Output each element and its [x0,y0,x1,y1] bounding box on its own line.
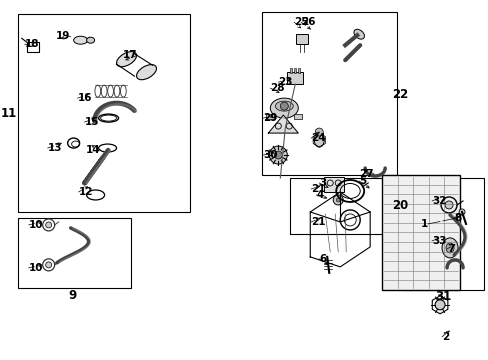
Ellipse shape [445,243,453,253]
Text: 16: 16 [78,93,92,103]
Bar [290,68,292,73]
Text: 3: 3 [319,178,326,188]
Bar [290,178,396,234]
Text: 19: 19 [56,31,70,41]
Bar [324,177,344,192]
Text: 14: 14 [86,145,101,155]
Text: 23: 23 [278,77,292,87]
Text: 21: 21 [311,184,325,194]
Circle shape [458,209,464,215]
Text: 25: 25 [294,17,308,27]
Bar [298,68,300,73]
Text: 33: 33 [431,236,446,246]
Circle shape [336,198,340,202]
Ellipse shape [74,36,87,44]
Text: 28: 28 [270,83,284,93]
Text: 7: 7 [446,244,453,254]
Text: 9: 9 [68,289,77,302]
Ellipse shape [116,51,136,67]
Text: 18: 18 [25,39,39,49]
Ellipse shape [270,98,298,118]
Text: 32: 32 [431,196,446,206]
Bar [382,175,459,290]
Text: 26: 26 [301,17,315,27]
Bar [296,34,307,44]
Circle shape [332,195,343,205]
Text: 24: 24 [311,133,325,143]
Bar [266,114,274,119]
Bar [18,14,190,212]
Circle shape [45,262,52,268]
Text: 17: 17 [122,50,137,60]
Text: 1: 1 [420,219,427,229]
Circle shape [315,128,323,136]
Bar [287,72,303,84]
Bar [262,12,396,175]
Ellipse shape [136,64,156,80]
Text: 30: 30 [263,150,277,160]
Text: 13: 13 [47,143,62,153]
Ellipse shape [314,133,324,147]
Text: 2: 2 [441,332,448,342]
Bar [27,42,39,52]
Circle shape [269,146,287,164]
Ellipse shape [353,29,364,39]
Text: 8: 8 [453,213,460,223]
Text: 4: 4 [316,190,323,200]
Circle shape [280,102,288,110]
Text: 10: 10 [29,220,43,230]
Text: 10: 10 [29,263,43,273]
Text: 5: 5 [359,176,366,186]
Circle shape [444,201,452,209]
Ellipse shape [86,37,94,43]
Ellipse shape [275,101,293,111]
Text: 21: 21 [311,217,325,227]
Circle shape [274,151,282,159]
Circle shape [45,222,52,228]
Text: 12: 12 [79,187,93,197]
Text: 11: 11 [0,107,17,120]
Text: 27: 27 [359,169,373,179]
Bar [18,218,130,288]
Text: 6: 6 [319,254,326,264]
Text: 22: 22 [391,87,407,101]
Bar [401,178,483,290]
Text: 20: 20 [391,199,407,212]
Circle shape [434,300,444,310]
Text: 29: 29 [263,113,277,123]
Ellipse shape [441,238,457,258]
Bar [294,68,296,73]
Text: 31: 31 [434,290,450,303]
Polygon shape [268,115,298,133]
Bar [294,114,302,119]
Text: 15: 15 [84,117,99,127]
